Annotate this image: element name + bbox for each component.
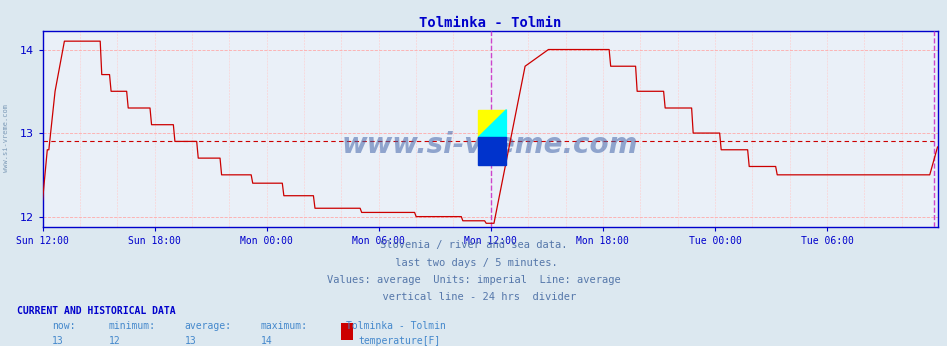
Text: 12: 12	[109, 336, 120, 346]
Text: maximum:: maximum:	[260, 321, 308, 331]
Text: www.si-vreme.com: www.si-vreme.com	[3, 104, 9, 172]
Text: minimum:: minimum:	[109, 321, 156, 331]
Text: Tolminka - Tolmin: Tolminka - Tolmin	[346, 321, 445, 331]
Bar	[478, 137, 507, 165]
Text: Slovenia / river and sea data.: Slovenia / river and sea data.	[380, 240, 567, 251]
Text: Values: average  Units: imperial  Line: average: Values: average Units: imperial Line: av…	[327, 275, 620, 285]
Title: Tolminka - Tolmin: Tolminka - Tolmin	[419, 16, 562, 30]
Text: vertical line - 24 hrs  divider: vertical line - 24 hrs divider	[370, 292, 577, 302]
Polygon shape	[478, 110, 507, 137]
Text: last two days / 5 minutes.: last two days / 5 minutes.	[389, 258, 558, 268]
Text: 14: 14	[260, 336, 272, 346]
Text: now:: now:	[52, 321, 76, 331]
Polygon shape	[478, 110, 507, 137]
Text: average:: average:	[185, 321, 232, 331]
Text: temperature[F]: temperature[F]	[358, 336, 440, 346]
Text: www.si-vreme.com: www.si-vreme.com	[342, 130, 638, 158]
Text: 13: 13	[185, 336, 196, 346]
Text: CURRENT AND HISTORICAL DATA: CURRENT AND HISTORICAL DATA	[17, 306, 176, 316]
Text: 13: 13	[52, 336, 63, 346]
